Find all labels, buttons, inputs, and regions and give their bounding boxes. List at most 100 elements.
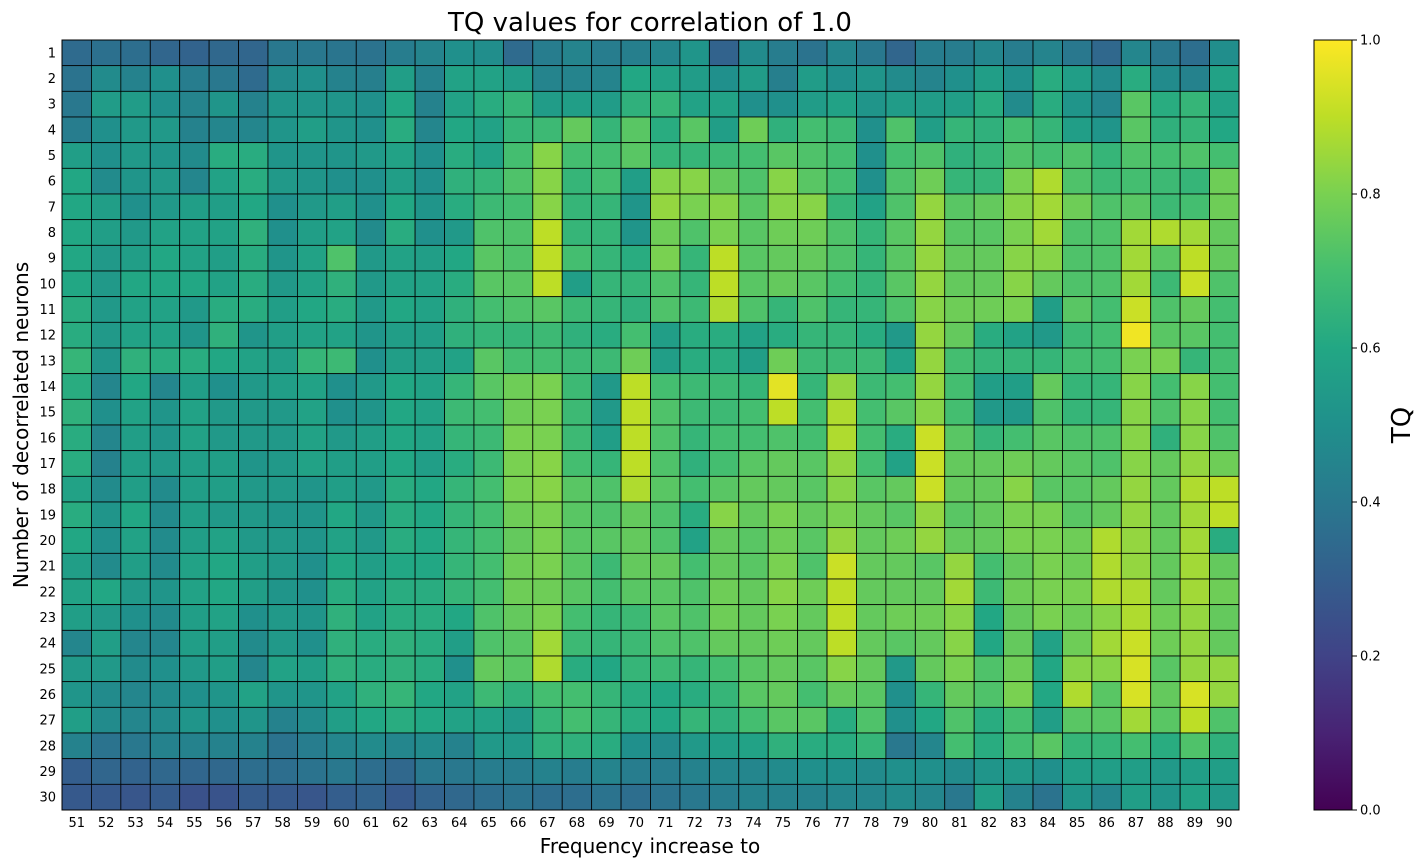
heatmap-cell — [1120, 552, 1152, 580]
heatmap-cell — [708, 219, 740, 246]
heatmap-cell — [914, 244, 946, 272]
heatmap-cell — [797, 90, 828, 118]
heatmap-cell — [708, 424, 740, 452]
heatmap-cell — [296, 501, 328, 529]
heatmap-cell — [826, 116, 857, 144]
heatmap-cell — [120, 604, 151, 631]
heatmap-cell — [650, 706, 681, 734]
heatmap-cell — [120, 167, 151, 195]
heatmap-cell — [326, 90, 357, 118]
heatmap-cell — [738, 706, 769, 734]
x-tick-labels: 51 52 53 54 55 56 57 58 59 60 61 62 63 64 65 66 67 68 69 70… — [68, 816, 1232, 831]
heatmap-cell — [120, 270, 151, 298]
heatmap-cell — [91, 475, 122, 503]
heatmap-cell — [208, 219, 239, 246]
heatmap-cell — [296, 65, 328, 92]
heatmap-cell — [61, 219, 92, 246]
heatmap-cell — [444, 90, 475, 118]
heatmap-cell — [414, 270, 445, 298]
heatmap-cell — [797, 604, 828, 631]
heatmap-cell — [61, 90, 92, 118]
heatmap-cell — [914, 270, 946, 298]
heatmap-cell — [620, 527, 651, 554]
heatmap-cell — [385, 296, 416, 323]
heatmap-cell — [385, 219, 416, 246]
heatmap-cell — [885, 783, 916, 811]
heatmap-cell — [738, 347, 769, 375]
heatmap-cell — [708, 578, 740, 606]
heatmap-cell — [1209, 65, 1240, 92]
x-tick-label: 51 — [68, 816, 85, 831]
heatmap-cell — [296, 39, 328, 67]
heatmap-cell — [620, 321, 651, 349]
heatmap-cell — [208, 90, 239, 118]
heatmap-cell — [355, 167, 387, 195]
heatmap-cell — [1120, 270, 1152, 298]
heatmap-cell — [179, 706, 210, 734]
heatmap-cell — [738, 681, 769, 708]
heatmap-cell — [826, 527, 857, 554]
heatmap-cell — [767, 296, 799, 323]
heatmap-cell — [738, 193, 769, 221]
heatmap-cell — [885, 296, 916, 323]
heatmap-cell — [856, 373, 887, 400]
heatmap-cell — [326, 398, 357, 426]
heatmap-cell — [1150, 501, 1181, 529]
heatmap-cell — [856, 758, 887, 785]
heatmap-cell — [1003, 219, 1034, 246]
heatmap-cell — [679, 116, 710, 144]
heatmap-cell — [385, 732, 416, 760]
y-tick-label: 7 — [48, 200, 56, 215]
heatmap-cell — [61, 373, 92, 400]
heatmap-cell — [1209, 501, 1240, 529]
heatmap-cell — [208, 578, 239, 606]
x-tick-label: 84 — [1039, 816, 1056, 831]
heatmap-cell — [149, 270, 181, 298]
heatmap-cell — [267, 65, 298, 92]
heatmap-cell — [385, 706, 416, 734]
heatmap-cell — [561, 475, 593, 503]
heatmap-cell — [91, 604, 122, 631]
heatmap-cell — [1032, 732, 1063, 760]
heatmap-cell — [708, 681, 740, 708]
heatmap-cell — [502, 116, 534, 144]
heatmap-cell — [797, 501, 828, 529]
heatmap-cell — [120, 244, 151, 272]
heatmap-cell — [738, 604, 769, 631]
heatmap-cell — [591, 655, 622, 683]
heatmap-cell — [473, 527, 504, 554]
heatmap-cell — [1091, 296, 1122, 323]
heatmap-cell — [1120, 193, 1152, 221]
y-tick-label: 1 — [48, 46, 56, 61]
heatmap-cell — [296, 578, 328, 606]
heatmap-cell — [91, 65, 122, 92]
heatmap-cell — [91, 167, 122, 195]
heatmap-cell — [1179, 758, 1210, 785]
heatmap-cell — [267, 193, 298, 221]
heatmap-cell — [620, 758, 651, 785]
heatmap-cell — [385, 758, 416, 785]
heatmap-cell — [208, 65, 239, 92]
heatmap-cell — [650, 681, 681, 708]
heatmap-cell — [267, 527, 298, 554]
heatmap-cell — [1179, 167, 1210, 195]
heatmap-cell — [444, 373, 475, 400]
heatmap-cell — [238, 167, 269, 195]
heatmap-cell — [61, 681, 92, 708]
heatmap-cell — [1150, 270, 1181, 298]
y-tick-label: 11 — [39, 303, 56, 318]
heatmap-cell — [1091, 783, 1122, 811]
heatmap-cell — [1003, 373, 1034, 400]
heatmap-cell — [385, 193, 416, 221]
heatmap-cell — [502, 347, 534, 375]
y-tick-label: 6 — [48, 175, 56, 190]
heatmap-cell — [1062, 424, 1093, 452]
heatmap-cell — [1209, 758, 1240, 785]
heatmap-cell — [91, 347, 122, 375]
heatmap-cell — [708, 527, 740, 554]
heatmap-cell — [296, 398, 328, 426]
heatmap-cell — [973, 552, 1004, 580]
heatmap-cell — [414, 296, 445, 323]
heatmap-cell — [650, 475, 681, 503]
x-tick-label: 72 — [686, 816, 703, 831]
